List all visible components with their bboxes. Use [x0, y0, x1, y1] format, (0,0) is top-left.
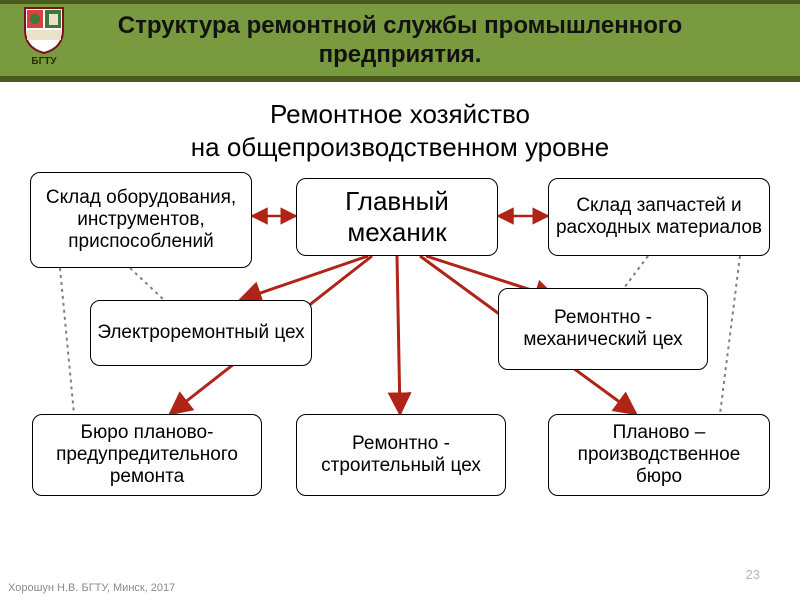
edge-left-bureau — [60, 268, 74, 414]
node-label: Планово – производственное бюро — [555, 422, 763, 488]
node-right: Склад запчастей и расходных материалов — [548, 178, 770, 256]
subtitle-line2: на общепроизводственном уровне — [0, 131, 800, 164]
logo-label: БГТУ — [14, 56, 74, 67]
node-label: Ремонтно - механический цех — [505, 307, 701, 351]
edge-main-build — [397, 256, 400, 414]
node-label: Электроремонтный цех — [97, 322, 304, 344]
page-title: Структура ремонтной службы промышленного… — [60, 12, 740, 70]
node-plan: Планово – производственное бюро — [548, 414, 770, 496]
node-mech: Ремонтно - механический цех — [498, 288, 708, 370]
shield-icon — [23, 6, 65, 54]
node-left: Склад оборудования, инструментов, приспо… — [30, 172, 252, 268]
node-label: Склад оборудования, инструментов, приспо… — [37, 187, 245, 253]
edge-main-elec — [240, 256, 368, 300]
node-label: Бюро планово-предупредительного ремонта — [39, 422, 255, 488]
node-build: Ремонтно - строительный цех — [296, 414, 506, 496]
edge-left-elec — [130, 268, 164, 300]
edge-right-mech — [624, 256, 648, 288]
node-main: Главный механик — [296, 178, 498, 256]
node-label: Главный механик — [303, 186, 491, 248]
subtitle-line1: Ремонтное хозяйство — [0, 98, 800, 131]
logo: БГТУ — [14, 6, 74, 67]
node-label: Склад запчастей и расходных материалов — [555, 195, 763, 239]
page-number: 23 — [746, 567, 760, 582]
subtitle: Ремонтное хозяйство на общепроизводствен… — [0, 98, 800, 163]
edge-right-plan — [720, 256, 740, 414]
node-elec: Электроремонтный цех — [90, 300, 312, 366]
node-bureau: Бюро планово-предупредительного ремонта — [32, 414, 262, 496]
node-label: Ремонтно - строительный цех — [303, 433, 499, 477]
footer-credit: Хорошун Н.В. БГТУ, Минск, 2017 — [8, 582, 175, 594]
header-band: БГТУ Структура ремонтной службы промышле… — [0, 0, 800, 82]
